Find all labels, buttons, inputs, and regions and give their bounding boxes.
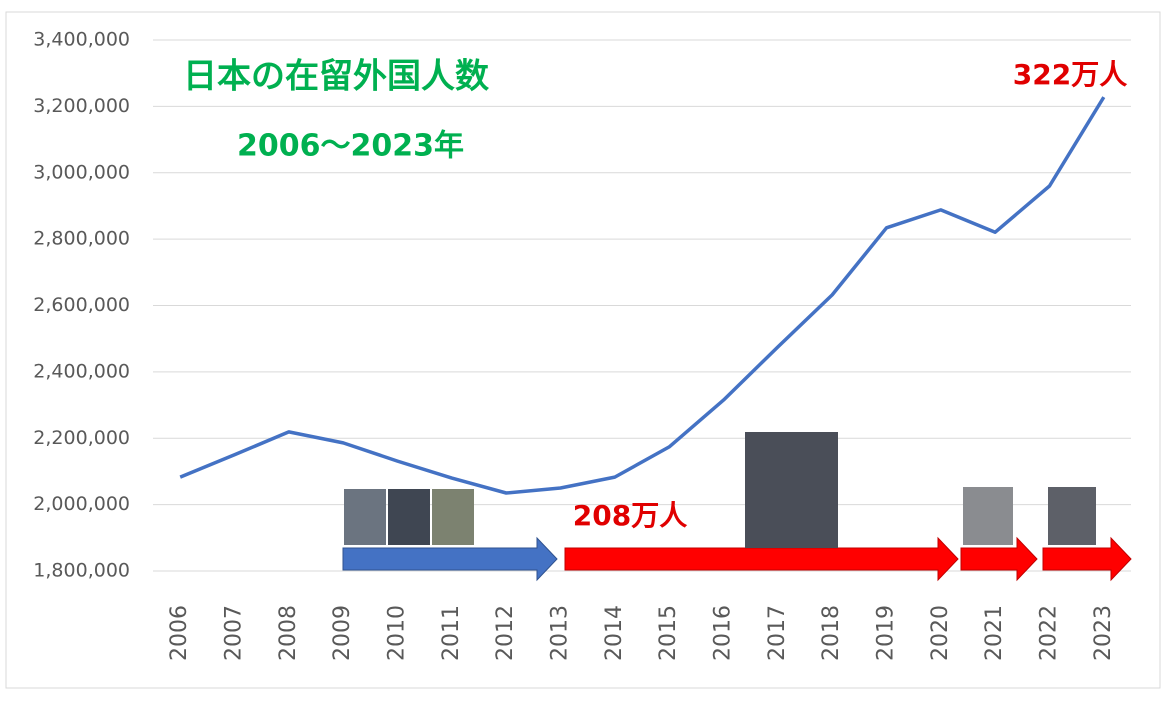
y-tick-label: 2,600,000: [33, 294, 130, 316]
annotation: 208万人: [573, 499, 687, 532]
x-tick-label: 2012: [493, 605, 518, 661]
arrow: [564, 536, 959, 582]
y-tick-label: 2,000,000: [33, 493, 130, 515]
x-tick-label: 2011: [439, 605, 464, 661]
x-tick-label: 2010: [385, 605, 410, 661]
y-tick-label: 2,800,000: [33, 228, 130, 250]
x-tick-label: 2009: [330, 605, 355, 661]
line-series: [179, 96, 1106, 495]
photo: [745, 432, 838, 548]
photo: [1048, 487, 1096, 545]
x-tick-label: 2018: [819, 605, 844, 661]
x-tick-label: 2019: [874, 605, 899, 661]
y-tick-label: 3,000,000: [33, 161, 130, 183]
photo: [344, 489, 386, 545]
x-tick-label: 2014: [602, 605, 627, 661]
x-tick-label: 2022: [1037, 605, 1062, 661]
x-tick-label: 2020: [928, 605, 953, 661]
x-tick-label: 2006: [167, 605, 192, 661]
arrow: [1042, 536, 1132, 582]
photo: [963, 487, 1013, 545]
y-tick-label: 3,200,000: [33, 95, 130, 117]
y-tick-label: 1,800,000: [33, 560, 130, 582]
chart-frame: [5, 11, 1161, 689]
photo: [388, 489, 430, 545]
chart-subtitle: 2006〜2023年: [237, 129, 464, 164]
y-tick-label: 2,400,000: [33, 360, 130, 382]
y-tick-label: 2,200,000: [33, 427, 130, 449]
x-tick-label: 2023: [1091, 605, 1116, 661]
annotation: 322万人: [1013, 58, 1127, 91]
x-tick-label: 2007: [222, 605, 247, 661]
photos: [344, 432, 1096, 548]
x-tick-label: 2021: [982, 605, 1007, 661]
y-tick-label: 3,400,000: [33, 29, 130, 51]
chart-title: 日本の在留外国人数: [183, 57, 489, 97]
photo: [432, 489, 474, 545]
arrow: [342, 536, 558, 582]
arrows: [342, 536, 1132, 582]
x-tick-label: 2013: [548, 605, 573, 661]
x-tick-label: 2008: [276, 605, 301, 661]
arrow: [960, 536, 1038, 582]
x-tick-label: 2017: [765, 605, 790, 661]
x-tick-label: 2016: [711, 605, 736, 661]
x-tick-label: 2015: [656, 605, 681, 661]
